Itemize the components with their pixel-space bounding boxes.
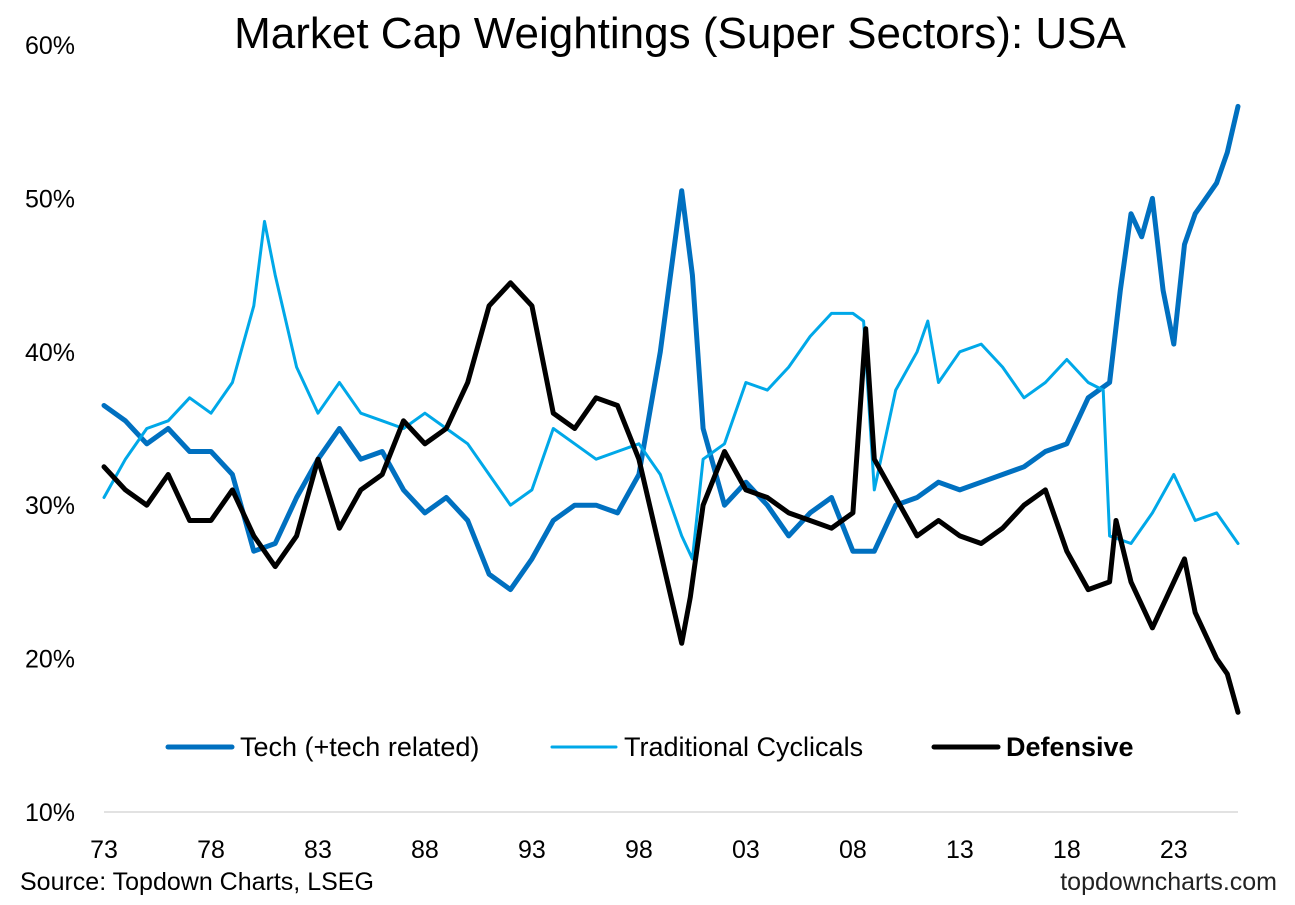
y-tick-label: 40%: [25, 339, 75, 367]
y-tick-label: 20%: [25, 646, 75, 674]
x-tick-label: 73: [90, 836, 118, 864]
series-line-defensive: [101, 280, 1241, 715]
y-tick-label: 10%: [25, 799, 75, 827]
series-line-tech-tech-related: [101, 103, 1241, 593]
legend-label: Tech (+tech related): [240, 732, 479, 762]
x-tick-label: 78: [197, 836, 225, 864]
y-tick-label: 50%: [25, 185, 75, 213]
y-axis: 10% 20% 30% 40% 50% 60%: [25, 32, 75, 827]
x-tick-label: 83: [304, 836, 332, 864]
legend: Tech (+tech related) Traditional Cyclical…: [165, 732, 1134, 762]
x-tick-label: 23: [1160, 836, 1188, 864]
chart-title: Market Cap Weightings (Super Sectors): U…: [234, 9, 1126, 58]
series-lines: [101, 103, 1241, 715]
legend-label: Traditional Cyclicals: [624, 732, 863, 762]
legend-label: Defensive: [1006, 732, 1134, 762]
x-tick-label: 98: [625, 836, 653, 864]
x-axis: 73 78 83 88 93 98 03 08 13 18 23: [90, 836, 1188, 864]
series-line-traditional-cyclicals: [102, 219, 1240, 561]
y-tick-label: 30%: [25, 492, 75, 520]
x-tick-label: 93: [518, 836, 546, 864]
y-tick-label: 60%: [25, 32, 75, 60]
x-tick-label: 88: [411, 836, 439, 864]
x-tick-label: 18: [1053, 836, 1081, 864]
x-tick-label: 13: [946, 836, 974, 864]
brand-watermark: topdowncharts.com: [1060, 868, 1277, 896]
x-tick-label: 03: [732, 836, 760, 864]
source-note: Source: Topdown Charts, LSEG: [20, 868, 374, 896]
x-tick-label: 08: [839, 836, 867, 864]
